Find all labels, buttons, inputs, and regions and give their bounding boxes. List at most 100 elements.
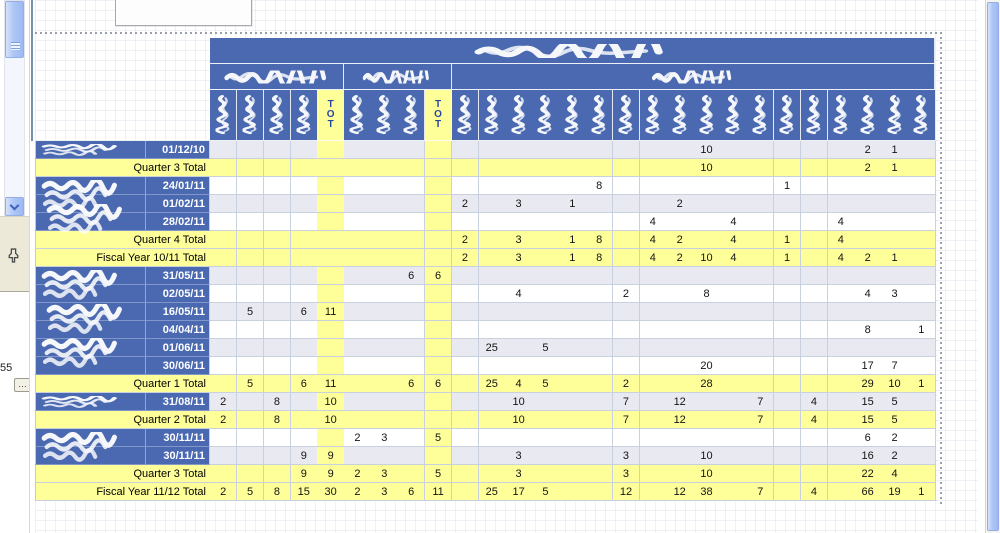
value-cell-g3c14[interactable] [800, 159, 829, 177]
value-cell-g3c5[interactable] [559, 429, 587, 447]
value-cell-g3c4[interactable] [532, 177, 560, 195]
value-cell-g3c5[interactable] [559, 411, 587, 429]
value-cell-g3c12[interactable] [747, 375, 775, 393]
value-cell-g3c16[interactable] [854, 339, 882, 357]
value-cell-g3c9[interactable] [666, 429, 694, 447]
value-cell-g3c9[interactable]: 2 [666, 231, 694, 249]
value-cell-g3c9[interactable] [666, 357, 694, 375]
total-label-cell[interactable]: Fiscal Year 10/11 Total [35, 249, 210, 267]
value-cell-g3c1[interactable] [451, 357, 480, 375]
value-cell-g3c9[interactable] [666, 303, 694, 321]
value-cell-g3c12[interactable] [747, 195, 775, 213]
value-cell-g3c5[interactable]: 1 [559, 195, 587, 213]
value-cell-g1c2[interactable] [236, 267, 265, 285]
value-cell-g1c4[interactable]: 6 [290, 375, 318, 393]
value-cell-g3c9[interactable] [666, 447, 694, 465]
value-cell-g3c6[interactable] [585, 159, 614, 177]
value-cell-g3c16[interactable]: 2 [854, 249, 882, 267]
column-header-g3c3[interactable] [505, 90, 533, 141]
value-cell-g3c10[interactable] [693, 393, 721, 411]
column-group-header-2[interactable] [344, 64, 452, 90]
value-cell-g3c12[interactable] [747, 447, 775, 465]
vertical-scrollbar-thumb[interactable] [987, 2, 999, 531]
value-cell-g3c12[interactable]: 7 [747, 411, 775, 429]
value-cell-g3c13[interactable] [773, 195, 802, 213]
value-cell-g3c8[interactable] [639, 177, 668, 195]
member-name-cell[interactable] [35, 195, 145, 213]
value-cell-g3c17[interactable]: 3 [881, 285, 909, 303]
value-cell-g3c15[interactable] [827, 465, 856, 483]
value-cell-g3c6[interactable] [585, 447, 614, 465]
value-cell-g2c1[interactable] [344, 249, 372, 267]
value-cell-g3c14[interactable] [800, 339, 829, 357]
value-cell-g3c13[interactable] [773, 483, 802, 501]
value-cell-g3c3[interactable]: 3 [505, 195, 533, 213]
value-cell-g3c7[interactable] [612, 267, 641, 285]
value-cell-g3c1[interactable] [451, 177, 480, 195]
value-cell-g3c16[interactable]: 22 [854, 465, 882, 483]
value-cell-g3c14[interactable] [800, 465, 829, 483]
value-cell-g2c3[interactable] [397, 213, 426, 231]
value-cell-g3c17[interactable] [881, 303, 909, 321]
value-cell-g3c9[interactable] [666, 141, 694, 159]
value-cell-g1t[interactable]: 11 [317, 303, 345, 321]
value-cell-g3c8[interactable] [639, 303, 668, 321]
value-cell-g3c13[interactable] [773, 393, 802, 411]
value-cell-g3c9[interactable] [666, 375, 694, 393]
value-cell-g3c11[interactable] [720, 411, 748, 429]
value-cell-g3c6[interactable] [585, 393, 614, 411]
value-cell-g3c17[interactable]: 1 [881, 159, 909, 177]
value-cell-g3c3[interactable] [505, 321, 533, 339]
value-cell-g3c2[interactable] [478, 213, 506, 231]
value-cell-g2c1[interactable] [344, 393, 372, 411]
value-cell-g3c4[interactable] [532, 195, 560, 213]
value-cell-g3c17[interactable]: 7 [881, 357, 909, 375]
value-cell-g3c17[interactable] [881, 321, 909, 339]
value-cell-g1c4[interactable] [290, 141, 318, 159]
value-cell-g3c4[interactable] [532, 321, 560, 339]
value-cell-g3c8[interactable] [639, 429, 668, 447]
value-cell-g2t[interactable] [424, 285, 453, 303]
value-cell-g2c1[interactable] [344, 285, 372, 303]
value-cell-g1c1[interactable] [210, 357, 238, 375]
value-cell-g3c7[interactable]: 2 [612, 285, 641, 303]
value-cell-g2c1[interactable] [344, 447, 372, 465]
value-cell-g2c2[interactable] [371, 141, 399, 159]
value-cell-g1t[interactable] [317, 357, 345, 375]
date-cell[interactable]: 30/06/11 [145, 357, 210, 375]
value-cell-g1c1[interactable] [210, 465, 238, 483]
value-cell-g3c11[interactable] [720, 465, 748, 483]
value-cell-g3c15[interactable] [827, 195, 856, 213]
value-cell-g1c1[interactable] [210, 195, 238, 213]
value-cell-g1t[interactable] [317, 177, 345, 195]
value-cell-g3c14[interactable]: 4 [800, 411, 829, 429]
value-cell-g3c3[interactable] [505, 303, 533, 321]
value-cell-g3c12[interactable]: 7 [747, 393, 775, 411]
value-cell-g3c5[interactable] [559, 339, 587, 357]
value-cell-g3c3[interactable] [505, 267, 533, 285]
value-cell-g3c3[interactable] [505, 177, 533, 195]
value-cell-g1t[interactable] [317, 429, 345, 447]
column-group-header-3[interactable] [451, 64, 935, 90]
value-cell-g3c5[interactable] [559, 159, 587, 177]
value-cell-g1c2[interactable] [236, 321, 265, 339]
value-cell-g3c17[interactable]: 2 [881, 447, 909, 465]
value-cell-g1c1[interactable] [210, 231, 238, 249]
value-cell-g3c7[interactable] [612, 195, 641, 213]
value-cell-g1c1[interactable] [210, 141, 238, 159]
value-cell-g3c5[interactable] [559, 267, 587, 285]
value-cell-g3c8[interactable] [639, 375, 668, 393]
value-cell-g3c18[interactable] [908, 411, 936, 429]
value-cell-g3c1[interactable] [451, 321, 480, 339]
value-cell-g3c16[interactable]: 4 [854, 285, 882, 303]
value-cell-g3c6[interactable] [585, 141, 614, 159]
value-cell-g2c3[interactable] [397, 465, 426, 483]
value-cell-g2c2[interactable] [371, 447, 399, 465]
value-cell-g3c5[interactable] [559, 285, 587, 303]
date-cell[interactable]: 30/11/11 [145, 429, 210, 447]
value-cell-g3c12[interactable] [747, 159, 775, 177]
value-cell-g2t[interactable] [424, 411, 453, 429]
column-group-header-1[interactable] [210, 64, 345, 90]
total-label-cell[interactable]: Quarter 1 Total [35, 375, 210, 393]
member-name-cell[interactable] [35, 447, 145, 465]
